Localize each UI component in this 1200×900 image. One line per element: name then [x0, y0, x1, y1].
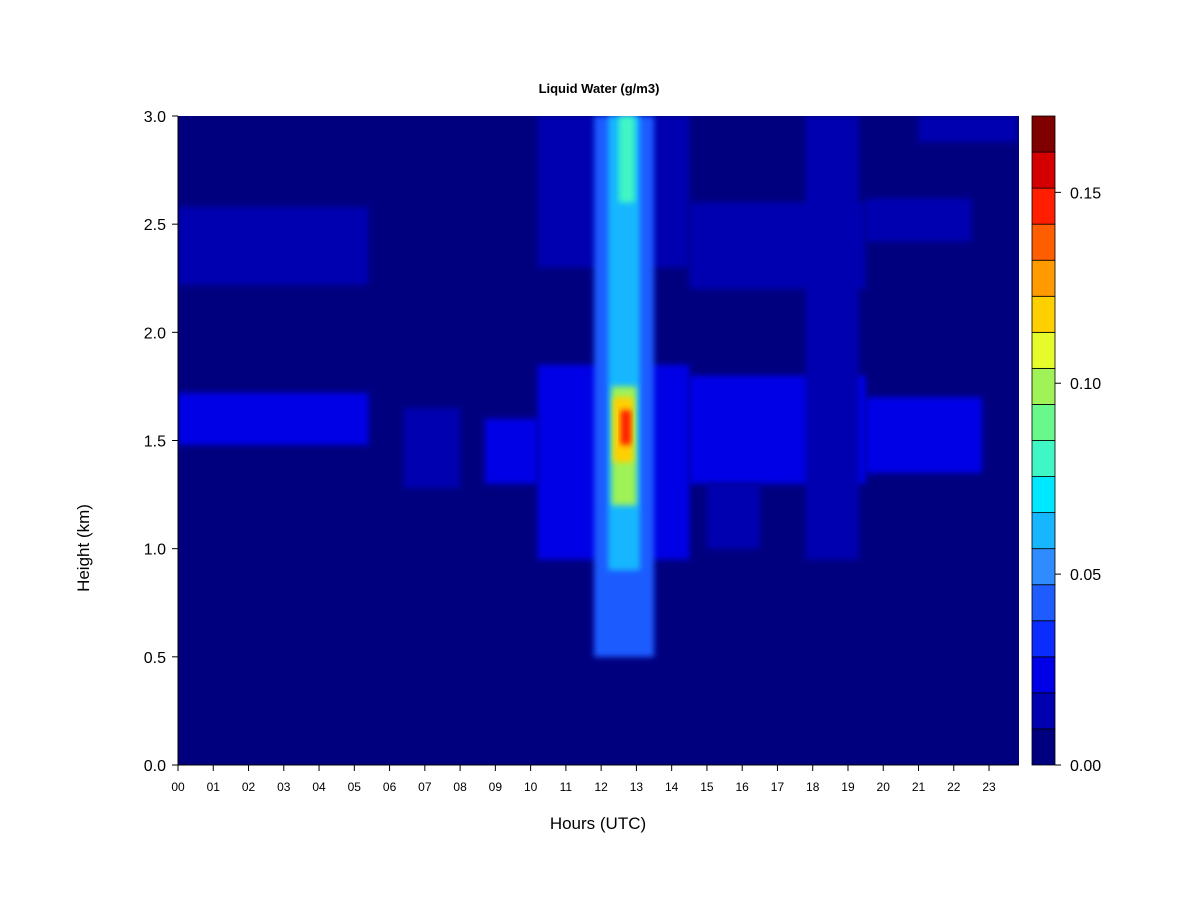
- colorbar-band: [1031, 512, 1056, 550]
- colorbar-band: [1031, 620, 1056, 658]
- heatmap-cell: [484, 418, 538, 484]
- heatmap-cell: [918, 116, 1018, 142]
- heatmap-cell: [865, 198, 972, 242]
- colorbar-tick-label: 0.05: [1070, 567, 1101, 584]
- colorbar-band: [1031, 331, 1056, 369]
- x-tick-label: 19: [841, 780, 855, 794]
- colorbar-band: [1031, 259, 1056, 297]
- colorbar-band: [1031, 584, 1056, 622]
- x-tick-label: 08: [453, 780, 467, 794]
- colorbar-band: [1031, 223, 1056, 261]
- colorbar-band: [1031, 476, 1056, 514]
- x-tick-label: 14: [665, 780, 679, 794]
- x-tick-label: 10: [524, 780, 538, 794]
- chart-title: Liquid Water (g/m3): [539, 81, 660, 96]
- heatmap-cell: [865, 397, 982, 473]
- x-tick-label: 02: [242, 780, 256, 794]
- y-tick-label: 0.0: [144, 758, 166, 775]
- y-tick-label: 2.5: [144, 217, 166, 234]
- x-tick-label: 00: [171, 780, 185, 794]
- x-tick-label: 01: [207, 780, 221, 794]
- x-axis-label: Hours (UTC): [550, 814, 646, 833]
- colorbar-band: [1031, 692, 1056, 730]
- colorbar: 0.00 0.05 0.10 0.15: [1031, 115, 1101, 775]
- heatmap-cell: [805, 116, 859, 560]
- x-tick-label: 18: [806, 780, 820, 794]
- heatmap-cell: [620, 410, 632, 445]
- x-tick-label: 05: [348, 780, 362, 794]
- colorbar-band: [1031, 656, 1056, 694]
- heatmap-cell: [178, 392, 369, 445]
- heatmap-cell: [178, 206, 369, 285]
- colorbar-band: [1031, 295, 1056, 333]
- x-axis: 00 01 02 03 04 05 06 07 08 09 10 11 12 13 14 15 16 17 18 19…: [171, 764, 1019, 794]
- x-tick-label: 17: [771, 780, 785, 794]
- y-axis-label: Height (km): [74, 504, 93, 592]
- colorbar-tick-label: 0.15: [1070, 185, 1101, 202]
- x-tick-label: 23: [982, 780, 996, 794]
- colorbar-band: [1031, 404, 1056, 441]
- heatmap-cell: [618, 116, 635, 203]
- y-tick-label: 2.0: [144, 325, 166, 342]
- x-tick-label: 11: [560, 780, 573, 794]
- plot-area: [178, 116, 1019, 765]
- y-tick-label: 0.5: [144, 650, 166, 667]
- x-tick-label: 16: [736, 780, 750, 794]
- x-tick-label: 06: [383, 780, 397, 794]
- colorbar-tick-label: 0.00: [1070, 758, 1101, 775]
- colorbar-band: [1031, 548, 1056, 586]
- colorbar-band: [1031, 115, 1056, 153]
- y-tick-label: 1.0: [144, 542, 166, 559]
- colorbar-band: [1031, 367, 1056, 405]
- heatmap-layer: [178, 116, 1018, 657]
- x-tick-label: 13: [630, 780, 644, 794]
- colorbar-band: [1031, 728, 1056, 766]
- x-tick-label: 03: [277, 780, 291, 794]
- heatmap-cell: [403, 408, 461, 489]
- colorbar-band: [1031, 151, 1056, 189]
- x-tick-label: 04: [312, 780, 326, 794]
- x-tick-label: 12: [594, 780, 608, 794]
- colorbar-band: [1031, 440, 1056, 477]
- x-tick-label: 07: [418, 780, 432, 794]
- y-axis: 0.0 0.5 1.0 1.5 2.0 2.5 3.0: [144, 109, 179, 775]
- colorbar-band: [1031, 187, 1056, 225]
- y-tick-label: 1.5: [144, 434, 166, 451]
- colorbar-tick-label: 0.10: [1070, 376, 1101, 393]
- x-tick-label: 21: [912, 780, 926, 794]
- x-tick-label: 15: [700, 780, 714, 794]
- x-tick-label: 22: [947, 780, 961, 794]
- x-tick-label: 09: [489, 780, 503, 794]
- x-tick-label: 20: [877, 780, 891, 794]
- heatmap-cell: [706, 483, 760, 549]
- y-tick-label: 3.0: [144, 109, 166, 126]
